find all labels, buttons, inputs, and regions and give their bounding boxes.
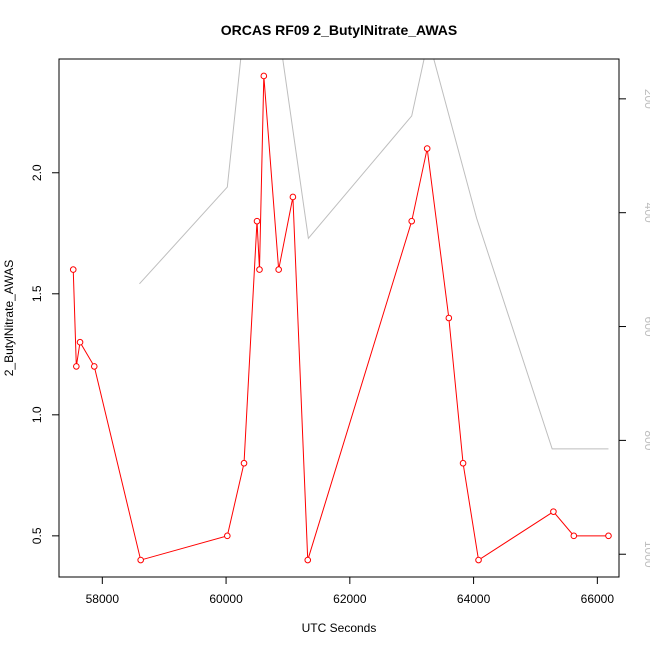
data-point: [459, 459, 467, 467]
y2-tick-label: 400: [642, 203, 650, 223]
y-tick-label: 2.0: [30, 164, 44, 181]
chart-title: ORCAS RF09 2_ButylNitrate_AWAS: [221, 22, 458, 38]
x-tick-label: 62000: [333, 592, 367, 606]
data-point: [570, 532, 578, 540]
data-point: [605, 532, 612, 540]
data-point: [445, 314, 453, 322]
data-point: [224, 532, 231, 540]
data-point: [69, 266, 77, 273]
x-tick-label: 66000: [581, 592, 615, 606]
series-line: [72, 75, 609, 561]
x-axis: 58000 60000 62000 64000 66000: [86, 576, 615, 606]
data-point: [423, 145, 431, 152]
data-point: [260, 72, 268, 80]
y2-tick-label: 1000: [642, 541, 650, 568]
y2-tick-label: 200: [642, 89, 650, 109]
y-axis-right: 200 400 600 800 1000: [618, 89, 650, 568]
x-tick-label: 58000: [86, 592, 120, 606]
y2-tick-label: 800: [642, 430, 650, 450]
y-tick-label: 0.5: [30, 527, 44, 544]
data-point: [76, 338, 84, 346]
data-point: [137, 556, 144, 564]
series-0: [69, 72, 612, 564]
data-point: [253, 217, 261, 225]
y-tick-label: 1.0: [30, 406, 44, 423]
y-tick-label: 1.5: [30, 285, 44, 302]
x-tick-label: 60000: [209, 592, 243, 606]
data-point: [240, 459, 248, 467]
data-point: [408, 217, 416, 225]
x-axis-label: UTC Seconds: [302, 621, 377, 635]
data-point: [475, 556, 482, 564]
series-1: [139, 59, 609, 450]
y2-tick-label: 600: [642, 317, 650, 337]
data-point: [275, 266, 282, 273]
data-point: [550, 508, 557, 515]
series-line: [139, 59, 609, 450]
data-point: [289, 193, 297, 201]
plot-frame: [58, 58, 620, 578]
data-point: [73, 363, 80, 370]
data-point: [256, 266, 263, 273]
data-point: [304, 556, 312, 564]
y-axis-label: 2_ButylNitrate_AWAS: [2, 260, 16, 377]
x-tick-label: 64000: [457, 592, 491, 606]
y-axis-left: 0.5 1.0 1.5 2.0: [30, 164, 60, 544]
data-point: [90, 363, 98, 370]
